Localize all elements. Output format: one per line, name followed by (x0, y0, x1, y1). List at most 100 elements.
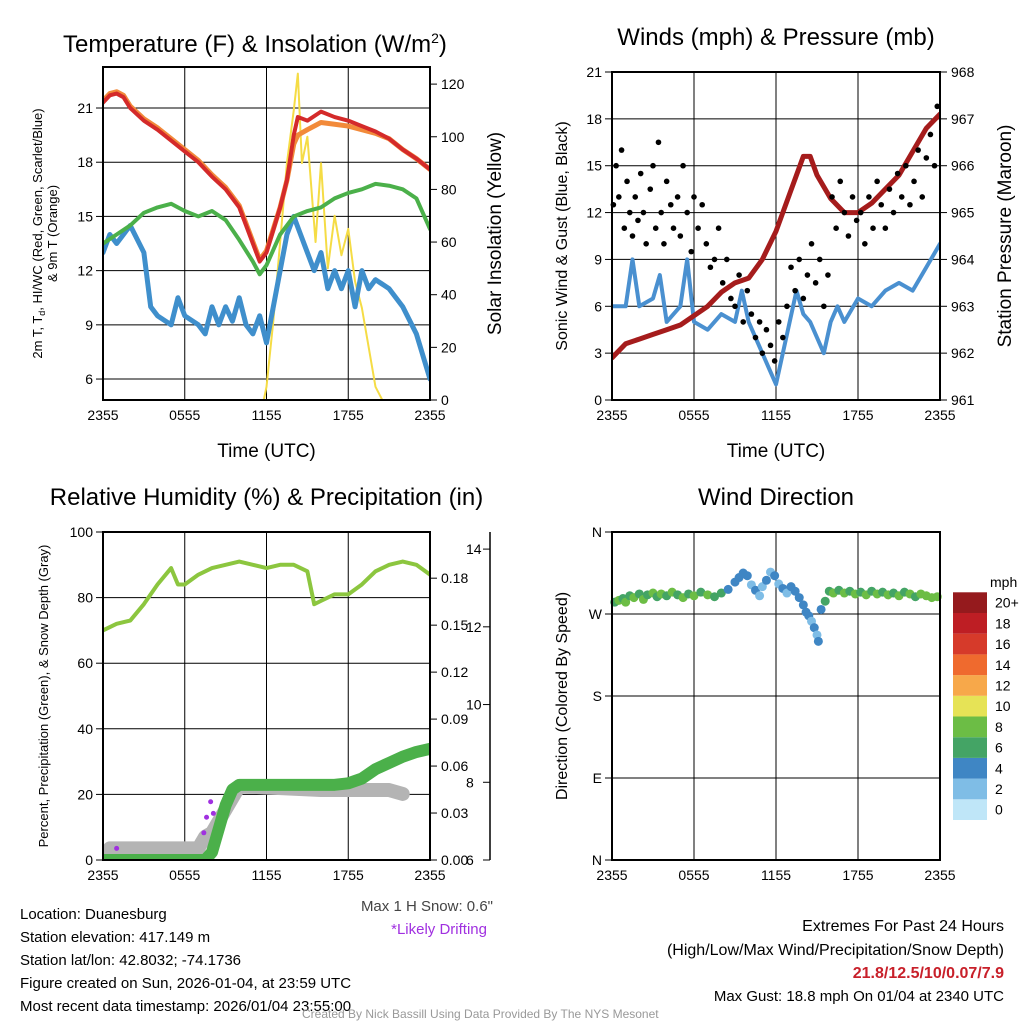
series-solar-insolation (103, 72, 430, 400)
y2-tick-label: 965 (951, 205, 975, 221)
series-relative-humidity (103, 559, 430, 633)
direction-point (723, 584, 733, 594)
y-tick-label: 18 (586, 111, 602, 127)
y-tick-label: 6 (594, 298, 602, 314)
colorbar-label: 0 (995, 802, 1003, 818)
x-tick-label: 2355 (596, 407, 627, 423)
direction-point (710, 592, 719, 602)
max-snow-text: Max 1 H Snow: 0.6" (360, 898, 493, 915)
chart-title: Relative Humidity (%) & Precipitation (i… (50, 484, 483, 511)
temp-chart: 2355 0555 1155 1755 2355 6 9 12 15 18 21 0 20 40 60 80 1… (30, 66, 506, 462)
colorbar-swatch (953, 778, 987, 800)
gust-point (898, 194, 905, 200)
gust-point (845, 233, 852, 239)
gust-point (907, 201, 913, 208)
gust-point (771, 358, 778, 364)
gust-point (833, 225, 839, 231)
direction-point (689, 591, 699, 601)
y2-tick-label: 0.06 (441, 758, 468, 774)
gust-point (808, 241, 815, 247)
direction-point (703, 590, 713, 600)
y2-tick-label: 0.12 (441, 664, 468, 680)
y-axis-label: 2m T, Td, HI/WC (Red, Green, Scarlet/Blu… (30, 108, 47, 358)
y-axis-label: Direction (Colored By Speed) (554, 592, 571, 800)
y3-tick-label: 8 (466, 774, 474, 790)
y2-tick-label: 966 (951, 158, 975, 174)
y-tick-label: W (589, 606, 603, 622)
gust-point (618, 147, 625, 153)
gust-point (931, 162, 938, 169)
gust-point (624, 178, 630, 185)
colorbar-swatch (953, 675, 987, 696)
gust-point (661, 241, 667, 247)
gust-point (652, 225, 659, 231)
direction-point (757, 582, 767, 592)
colorbar-label: 6 (995, 740, 1003, 756)
direction-point (761, 575, 771, 585)
y-tick-label: 100 (70, 524, 94, 540)
colorbar-label: 20+ (995, 595, 1019, 611)
gust-point (732, 303, 738, 310)
gust-point (756, 319, 763, 325)
y-tick-label: 9 (85, 317, 93, 333)
colorbar-swatch (953, 799, 987, 820)
gust-point (670, 225, 677, 231)
gust-point (927, 131, 934, 138)
y-axis-label: Sonic Wind & Gust (Blue, Black) (554, 121, 571, 350)
y-tick-label: 60 (77, 655, 93, 671)
y2-tick-label: 964 (951, 251, 975, 267)
gust-point (841, 209, 848, 216)
gust-point (695, 225, 701, 231)
y-tick-label: 3 (594, 345, 602, 361)
y-tick-label: N (592, 852, 602, 868)
direction-point (621, 597, 631, 607)
gust-point (934, 103, 941, 110)
gust-point (688, 248, 695, 255)
gust-point (825, 272, 831, 278)
gust-point (775, 319, 782, 325)
gust-point (677, 233, 684, 239)
gust-point (655, 139, 662, 146)
y2-axis-label: Solar Insolation (Yellow) (485, 132, 506, 335)
direction-point (716, 588, 726, 598)
x-tick-label: 1755 (842, 407, 873, 423)
location-text: Location: Duanesburg (20, 906, 167, 923)
gust-point (752, 334, 759, 341)
y-tick-label: 20 (77, 786, 93, 802)
gust-point (788, 264, 794, 271)
gust-point (759, 350, 766, 356)
elevation-text: Station elevation: 417.149 m (20, 929, 211, 946)
y2-tick-label: 968 (951, 64, 975, 80)
gust-point (719, 280, 726, 286)
y2-tick-label: 967 (951, 111, 975, 127)
temp-title: Temperature (F) & Insolation (W/m2) (63, 30, 447, 58)
dir-chart: 2355 0555 1155 1755 2355NESWNmph024681012141… (554, 484, 1019, 883)
gust-point (866, 194, 872, 200)
y-tick-label: N (592, 524, 602, 540)
y2-tick-label: 80 (441, 181, 457, 197)
likely-drifting-point (210, 810, 216, 816)
gust-point (849, 194, 856, 200)
gust-point (736, 272, 742, 278)
gust-point (647, 186, 654, 192)
colorbar-label: 8 (995, 719, 1003, 735)
series-wind-chill (103, 213, 430, 382)
gust-point (684, 209, 690, 216)
gust-point (728, 295, 734, 302)
y2-tick-label: 0 (441, 392, 449, 408)
gust-point (767, 342, 774, 349)
direction-point (809, 623, 819, 633)
y2-tick-label: 963 (951, 298, 975, 314)
y-tick-label: 0 (85, 852, 93, 868)
direction-point (813, 636, 823, 646)
series-precipitation (103, 742, 430, 860)
direction-point (755, 591, 765, 601)
y3-tick-label: 14 (466, 541, 482, 557)
colorbar-swatch (953, 737, 987, 758)
y2-tick-label: 40 (441, 287, 457, 303)
direction-point (816, 604, 826, 614)
gust-point (635, 217, 641, 224)
plot-frame (611, 71, 941, 401)
x-tick-label: 1155 (761, 407, 791, 423)
